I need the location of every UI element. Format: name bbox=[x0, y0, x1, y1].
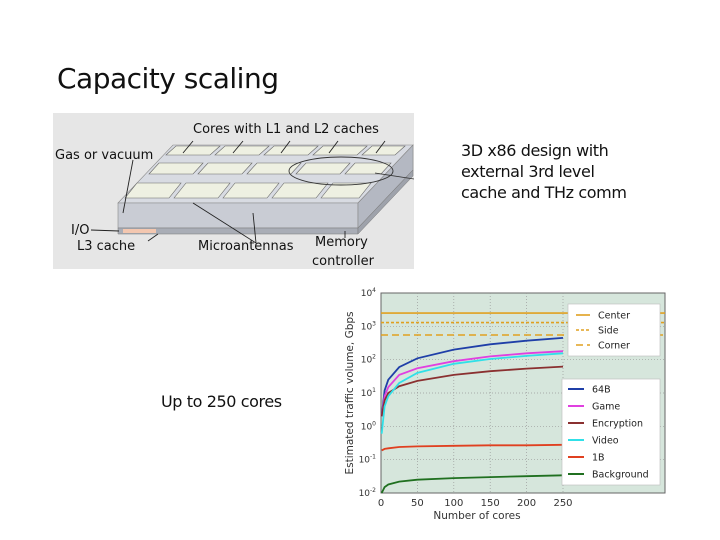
y-tick-label: 103 bbox=[361, 320, 376, 332]
y-tick-label: 10-1 bbox=[359, 454, 377, 466]
traffic-chart: 0 50 100 150 200 250 10-2 10-1 100 101 102 103 104 Nu… bbox=[330, 280, 670, 525]
legend-label: Background bbox=[592, 470, 649, 481]
design-caption: 3D x86 design with external 3rd level ca… bbox=[461, 140, 661, 203]
x-tick-label: 50 bbox=[411, 498, 424, 509]
series-line bbox=[380, 350, 564, 417]
x-axis-label: Number of cores bbox=[433, 510, 520, 522]
x-tick-label: 150 bbox=[481, 498, 500, 509]
legend-label: Video bbox=[592, 436, 619, 447]
legend-label: Game bbox=[592, 402, 620, 413]
chip-diagram-graphic: Cores with L1 and L2 caches Gas or vacuu… bbox=[55, 122, 415, 269]
caption-line: 3D x86 design with bbox=[461, 141, 609, 160]
label-memory: Memory bbox=[315, 235, 368, 250]
traffic-chart-plot: 0 50 100 150 200 250 10-2 10-1 100 101 102 103 104 Nu… bbox=[344, 287, 666, 522]
x-tick-label: 250 bbox=[553, 498, 572, 509]
caption-line: cache and THz comm bbox=[461, 183, 627, 202]
series-line bbox=[380, 337, 564, 417]
x-tick-label: 100 bbox=[444, 498, 463, 509]
label-io: I/O bbox=[71, 223, 89, 238]
legend-series bbox=[561, 378, 661, 486]
y-tick-label: 100 bbox=[361, 420, 376, 432]
caption-line: external 3rd level bbox=[461, 162, 595, 181]
label-gas: Gas or vacuum bbox=[55, 148, 153, 163]
legend-label: 64B bbox=[592, 385, 611, 396]
label-microantennas: Microantennas bbox=[198, 239, 294, 254]
legend-label: Corner bbox=[598, 341, 630, 352]
cores-caption: Up to 250 cores bbox=[161, 392, 282, 411]
label-l3: L3 cache bbox=[77, 239, 135, 254]
series-line bbox=[380, 352, 564, 434]
legend-label: 1B bbox=[592, 453, 605, 464]
y-tick-label: 102 bbox=[361, 354, 376, 366]
3d-chip-diagram: Cores with L1 and L2 caches Gas or vacuu… bbox=[53, 113, 415, 269]
slide-title: Capacity scaling bbox=[57, 62, 279, 95]
legend-label: Center bbox=[598, 311, 630, 322]
series-line bbox=[381, 443, 564, 452]
legend-label: Encryption bbox=[592, 419, 643, 430]
label-controller: controller bbox=[312, 254, 375, 269]
series-line bbox=[380, 474, 564, 494]
y-tick-label: 10-2 bbox=[359, 487, 377, 499]
core-tiles bbox=[124, 145, 406, 199]
label-cores: Cores with L1 and L2 caches bbox=[193, 122, 379, 137]
legend-label: Side bbox=[598, 326, 619, 337]
y-axis-label: Estimated traffic volume, Gbps bbox=[344, 311, 356, 474]
x-tick-label: 200 bbox=[517, 498, 536, 509]
y-tick-label: 104 bbox=[361, 287, 376, 299]
series-line bbox=[380, 365, 564, 417]
x-tick-label: 0 bbox=[378, 498, 384, 509]
y-tick-label: 101 bbox=[361, 387, 376, 399]
